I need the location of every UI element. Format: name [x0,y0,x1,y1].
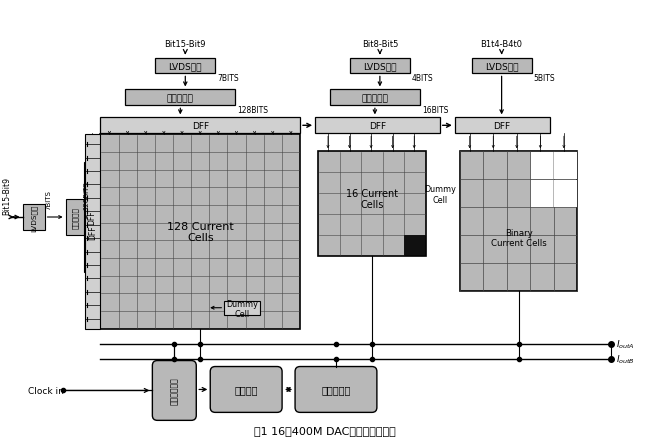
Text: LVDS模块: LVDS模块 [168,62,202,71]
Text: LVDS模块: LVDS模块 [363,62,396,71]
Text: Bit15-Bit9: Bit15-Bit9 [2,177,11,215]
Bar [531,180,553,207]
Text: DFF: DFF [87,210,96,225]
Bar [318,152,426,256]
Bar [83,163,99,272]
Text: Dummy
Cell: Dummy Cell [424,185,456,204]
Bar [84,135,101,329]
Bar [101,118,300,134]
Text: 7BITS: 7BITS [46,190,51,209]
Bar [472,58,532,74]
Text: 行译码模块: 行译码模块 [72,207,79,229]
Text: 16BITS: 16BITS [422,106,448,115]
Text: DFF: DFF [88,225,97,239]
Text: 7BITS: 7BITS [217,74,239,83]
Bar [455,118,549,134]
FancyBboxPatch shape [152,361,196,420]
Text: 行译码模块: 行译码模块 [361,94,388,102]
Bar [554,152,577,179]
Text: $I_{outB}$: $I_{outB}$ [616,353,635,365]
Text: Dummy
Cell: Dummy Cell [226,299,258,319]
Text: 时钟分配模块: 时钟分配模块 [170,377,179,404]
Bar [554,180,577,207]
Text: 128BITS: 128BITS [83,181,90,210]
Bar [330,90,420,106]
Bar [23,205,45,230]
Text: 图1 16位400M DAC的功能结构框图: 图1 16位400M DAC的功能结构框图 [254,425,396,435]
Text: 5BITS: 5BITS [534,74,555,83]
Text: 行译码模块: 行译码模块 [167,94,194,102]
Text: Binary
Current Cells: Binary Current Cells [491,229,547,248]
Text: 校准模块: 校准模块 [235,385,258,395]
Bar [125,90,235,106]
Text: Bit15-Bit9: Bit15-Bit9 [164,40,206,49]
Bar [460,152,577,291]
Text: LVDS模块: LVDS模块 [31,204,37,231]
Text: 128BITS: 128BITS [237,106,268,115]
FancyBboxPatch shape [210,367,282,413]
Bar [531,152,553,179]
Text: 16 Current
Cells: 16 Current Cells [346,188,398,210]
Text: Bit8-Bit5: Bit8-Bit5 [361,40,398,49]
Bar [224,301,260,315]
Bar [66,200,86,235]
Bar [101,135,300,329]
Text: DFF: DFF [493,121,511,131]
Text: $I_{outA}$: $I_{outA}$ [616,338,635,350]
Text: DFF: DFF [192,121,209,131]
Text: B1t4-B4t0: B1t4-B4t0 [480,40,523,49]
Bar [315,118,440,134]
Text: Clock in: Clock in [28,386,64,395]
Text: DFF: DFF [369,121,386,131]
Text: 128 Current
Cells: 128 Current Cells [167,221,233,243]
FancyBboxPatch shape [295,367,377,413]
Text: 4BITS: 4BITS [412,74,434,83]
Text: LVDS模块: LVDS模块 [485,62,518,71]
Bar [155,58,215,74]
Bar [404,235,425,255]
Text: 基准源模块: 基准源模块 [321,385,350,395]
Bar [350,58,410,74]
